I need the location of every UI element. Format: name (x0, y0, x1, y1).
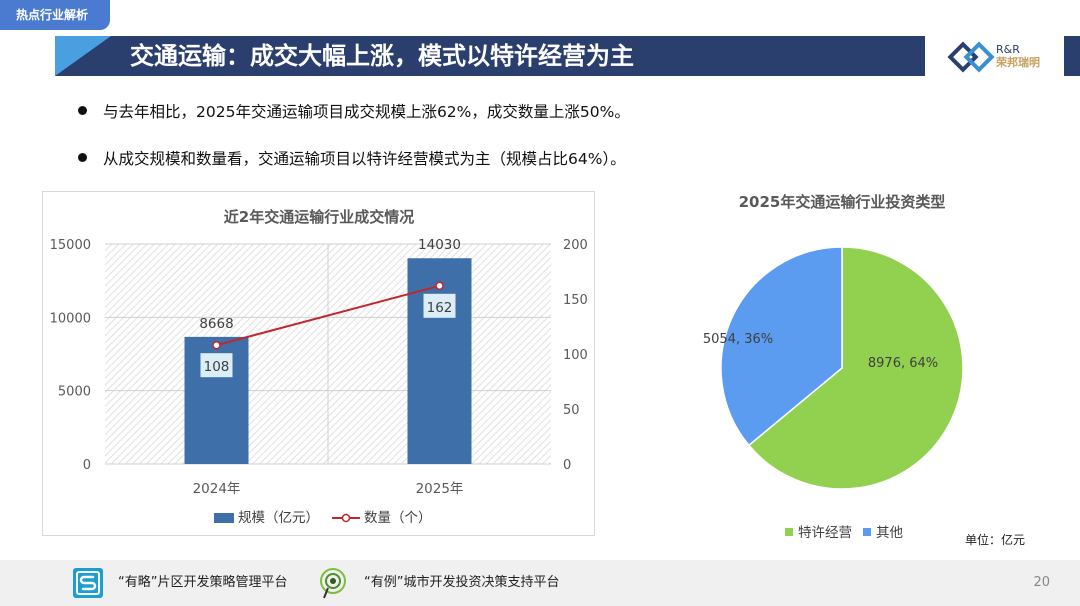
logo-line1: R&R (996, 43, 1020, 56)
legend-bar-swatch (214, 513, 234, 523)
page-number: 20 (1033, 575, 1050, 590)
y-left-tick-3: 15000 (50, 238, 91, 253)
line-label-0: 108 (204, 359, 230, 375)
logo-text: R&R 荣邦瑞明 (996, 43, 1040, 69)
pie-legend-swatch-0 (785, 528, 793, 536)
line-point-0 (212, 340, 221, 350)
legend-line-marker (341, 513, 351, 523)
legend-line-label: 数量（个） (364, 510, 432, 526)
footer: “有略”片区开发策略管理平台 “有例”城市开发投资决策支持平台 20 (0, 560, 1080, 606)
pie-chart: 2025年交通运输行业投资类型 8976, 64% 5054, 36% 特许经营 其他 (690, 186, 1060, 546)
combo-chart-title: 近2年交通运输行业成交情况 (224, 208, 414, 226)
bullet-text-1: 与去年相比，2025年交通运输项目成交规模上涨62%，成交数量上涨50%。 (103, 103, 630, 121)
pie-slice-1 (720, 246, 843, 447)
title-bar-right (1064, 36, 1080, 76)
section-tag: 热点行业解析 (0, 0, 110, 30)
y-right-tick-0: 0 (563, 458, 571, 473)
unit-note: 单位：亿元 (965, 533, 1026, 547)
bar-1 (407, 258, 472, 464)
title-bar (55, 36, 925, 76)
y-left-tick-0: 0 (83, 458, 91, 473)
pie-legend-label-0: 特许经营 (798, 525, 852, 541)
bar-label-0: 8668 (199, 316, 233, 332)
line-label-bg-0 (200, 353, 233, 378)
x-tick-0: 2024年 (193, 481, 241, 497)
pie-label-0: 8976, 64% (868, 356, 938, 371)
y-right-tick-3: 150 (563, 293, 588, 308)
x-tick-1: 2025年 (416, 481, 464, 497)
bullet-dot (78, 153, 87, 162)
pie-label-1: 5054, 36% (703, 332, 773, 347)
company-logo-icon (947, 41, 995, 73)
page-title: 交通运输：成交大幅上涨，模式以特许经营为主 (130, 42, 634, 70)
pie-legend-label-1: 其他 (876, 525, 903, 541)
pie-chart-svg: 2025年交通运输行业投资类型 8976, 64% 5054, 36% 特许经营 其他 (703, 193, 964, 541)
bullet-dot (78, 106, 87, 115)
pie-legend-swatch-1 (863, 528, 871, 536)
bullet-1: 与去年相比，2025年交通运输项目成交规模上涨62%，成交数量上涨50%。 (78, 100, 630, 122)
strategy-platform-icon (73, 568, 103, 598)
line-point-1 (435, 281, 444, 291)
line-series (216, 284, 440, 347)
footer-item-1: “有略”片区开发策略管理平台 (118, 575, 288, 590)
decision-platform-icon (320, 568, 346, 599)
pie-chart-title: 2025年交通运输行业投资类型 (739, 193, 946, 211)
title-accent (55, 36, 111, 76)
y-right-tick-2: 100 (563, 348, 588, 363)
bullet-2: 从成交规模和数量看，交通运输项目以特许经营模式为主（规模占比64%）。 (78, 147, 626, 169)
logo-line2: 荣邦瑞明 (996, 56, 1040, 69)
legend-bar-label: 规模（亿元） (238, 510, 319, 526)
y-left-tick-2: 10000 (50, 311, 91, 326)
bullet-text-2: 从成交规模和数量看，交通运输项目以特许经营模式为主（规模占比64%）。 (103, 150, 626, 168)
y-right-tick-4: 200 (563, 238, 588, 253)
y-left-tick-1: 5000 (58, 385, 91, 400)
combo-chart: 近2年交通运输行业成交情况 0 5000 10000 15000 0 50 100 150 20… (42, 191, 595, 536)
bar-label-1: 14030 (418, 237, 461, 253)
line-label-bg-1 (423, 293, 456, 318)
line-label-1: 162 (427, 300, 453, 316)
y-right-tick-1: 50 (563, 403, 580, 418)
combo-chart-svg: 近2年交通运输行业成交情况 0 5000 10000 15000 0 50 100 150 20… (50, 208, 588, 526)
pie-slice-0 (747, 246, 964, 490)
footer-item-2: “有例”城市开发投资决策支持平台 (364, 575, 560, 590)
